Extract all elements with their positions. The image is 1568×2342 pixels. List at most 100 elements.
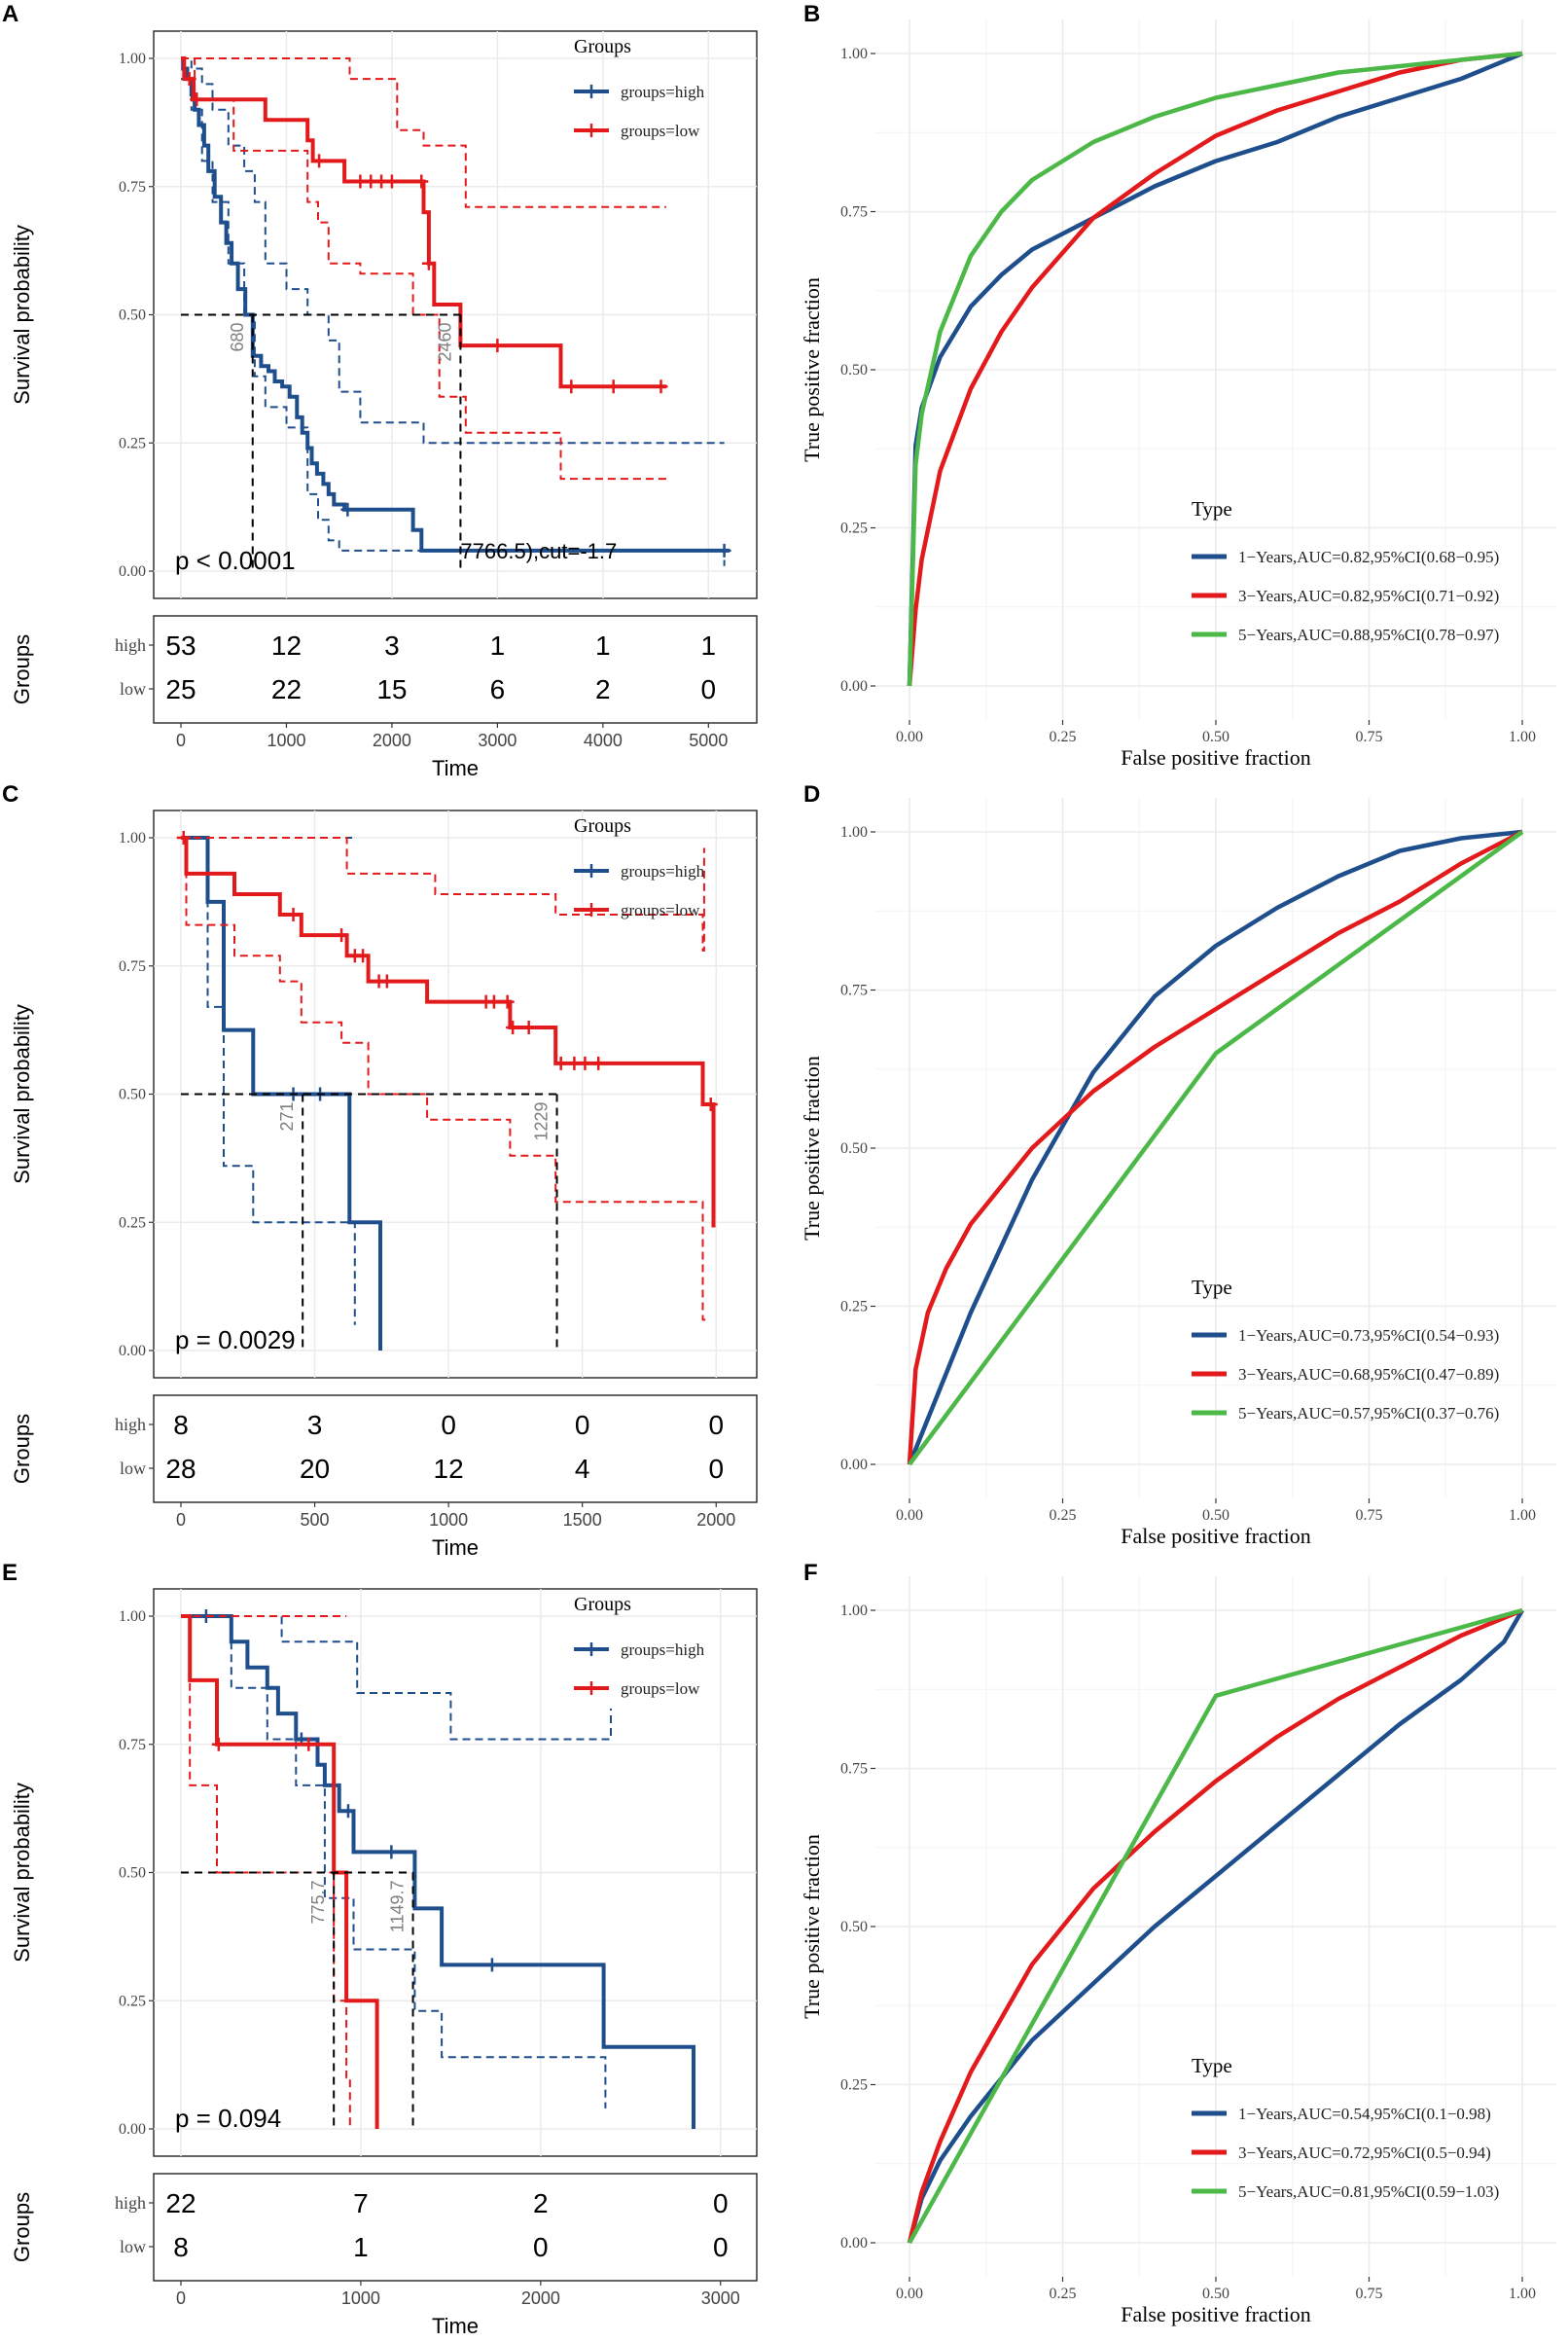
censor-mark <box>302 1737 316 1751</box>
censor-mark <box>606 379 621 394</box>
roc-panel-D: 0.00 0.25 0.50 0.75 1.00 0.00 0.25 0.50 0.75 1.00… <box>800 798 1556 1548</box>
risk-count: 20 <box>300 1454 330 1484</box>
y-tick-label: 0.50 <box>119 1087 146 1103</box>
legend-title: Type <box>1192 497 1232 521</box>
x-tick-label: 1.00 <box>1509 1507 1536 1524</box>
x-tick-label: 500 <box>301 1510 330 1530</box>
roc-curve-high <box>907 829 1523 1465</box>
x-tick-label: 0.00 <box>896 729 923 745</box>
x-tick-label: 0 <box>176 731 186 750</box>
risk-table-frame <box>153 615 758 724</box>
x-tick-label: 0.75 <box>1356 1507 1383 1524</box>
x-tick-label: 5000 <box>689 731 728 750</box>
ci-lower-line <box>181 57 666 481</box>
y-tick-label: 0.75 <box>119 958 146 975</box>
legend-key-cross <box>585 903 598 917</box>
risk-count: 8 <box>173 2232 189 2262</box>
risk-count: 8 <box>173 1410 189 1440</box>
y-tick-label: 0.00 <box>119 563 146 580</box>
km-panel-C: 0.00 0.25 0.50 0.75 1.00 Survival probability… <box>10 810 758 1560</box>
y-tick-label: 1.00 <box>119 51 146 67</box>
y-tick-label: 0.50 <box>119 307 146 324</box>
roc-curve-low <box>907 1607 1523 2244</box>
legend-title: Groups <box>574 1594 631 1615</box>
y-tick-label: 1.00 <box>840 46 868 62</box>
censor-mark <box>379 974 394 989</box>
x-tick-label: 1.00 <box>1509 729 1536 745</box>
x-tick-label: 0.00 <box>896 1507 923 1524</box>
roc-panel-F: 0.00 0.25 0.50 0.75 1.00 0.00 0.25 0.50 0.75 1.00… <box>800 1576 1556 2326</box>
risk-count: 15 <box>376 674 407 704</box>
y-tick-label: 0.75 <box>119 1737 146 1753</box>
x-tick-label: 0.75 <box>1356 729 1383 745</box>
y-tick-label: 0.00 <box>119 2121 146 2138</box>
risk-count: 0 <box>575 1410 590 1440</box>
x-tick-label: 1000 <box>429 1510 468 1530</box>
risk-count: 1 <box>701 631 717 661</box>
km-panel-A: 0.00 0.25 0.50 0.75 1.00 Survival probability… <box>10 30 758 780</box>
roc-curve-green <box>907 51 1523 687</box>
y-tick-label: 0.00 <box>840 678 868 695</box>
y-axis-label: True positive fraction <box>800 1834 824 2019</box>
median-label: 271 <box>277 1102 297 1132</box>
survival-curve <box>181 56 730 553</box>
panel-letter: C <box>2 781 18 808</box>
y-tick-label: 1.00 <box>840 824 868 841</box>
risk-count: 4 <box>575 1454 590 1484</box>
km-panel-E: 0.00 0.25 0.50 0.75 1.00 Survival probability… <box>10 1588 758 2338</box>
censor-mark <box>384 1845 399 1859</box>
x-tick-label: 3000 <box>478 731 517 750</box>
p-value: p = 0.0029 <box>175 1325 296 1354</box>
risk-table-frame <box>153 2173 758 2282</box>
legend-title: Type <box>1192 1276 1232 1299</box>
legend-item: groups=high <box>621 1640 705 1659</box>
x-tick-label: 2000 <box>521 2288 560 2308</box>
median-label: 1149.7 <box>388 1881 408 1933</box>
panel-letter: A <box>2 1 18 27</box>
censor-mark <box>484 1958 499 1972</box>
censor-mark <box>500 994 515 1009</box>
median-label: 2460 <box>435 323 454 362</box>
x-axis-label: Time <box>432 1535 479 1560</box>
x-tick-label: 0.00 <box>896 2286 923 2302</box>
y-tick-label: 0.00 <box>840 2235 868 2252</box>
y-tick-label: 0.25 <box>119 435 146 451</box>
legend-item: 1−Years,AUC=0.73,95%CI(0.54−0.93) <box>1238 1326 1499 1345</box>
x-tick-label: 2000 <box>373 731 411 750</box>
survival-curve <box>181 1614 695 2129</box>
y-tick-label: 0.00 <box>840 1457 868 1473</box>
risk-count: 0 <box>708 1410 724 1440</box>
censor-mark <box>521 1020 536 1034</box>
row-label: high <box>115 2193 146 2213</box>
p-value: p = 0.094 <box>175 2104 281 2133</box>
risk-count: 28 <box>165 1454 196 1484</box>
panel-letter: B <box>803 1 820 27</box>
risk-count: 22 <box>271 674 302 704</box>
legend-key-cross <box>585 1681 598 1695</box>
legend-key-cross <box>585 85 598 98</box>
censor-mark <box>182 72 196 87</box>
censor-mark <box>286 908 301 922</box>
y-tick-label: 1.00 <box>840 1603 868 1619</box>
y-axis-label: Survival probability <box>10 225 34 405</box>
risk-table: high 22 7 2 0 low 8 1 0 0 Groups 0 1000 2000 3000 Time <box>10 2173 758 2338</box>
risk-count: 12 <box>434 1454 464 1484</box>
x-axis-label: False positive fraction <box>1121 1524 1311 1548</box>
p-value: p < 0.0001 <box>175 546 296 575</box>
censor-mark <box>384 174 399 189</box>
y-tick-label: 1.00 <box>119 1608 146 1625</box>
ci-lower-line <box>181 78 726 566</box>
ci-lower-line <box>181 1615 351 2129</box>
roc-curve-high <box>907 1608 1524 2244</box>
risk-table-title: Groups <box>10 2192 34 2262</box>
x-tick-label: 1000 <box>267 731 305 750</box>
survival-curve <box>181 1614 379 2129</box>
censor-mark <box>312 154 327 168</box>
censor-mark <box>553 1056 568 1070</box>
risk-count: 0 <box>708 1454 724 1484</box>
censor-mark <box>506 1020 520 1034</box>
censor-mark <box>578 1056 592 1070</box>
y-tick-label: 0.25 <box>119 1214 146 1231</box>
x-tick-label: 0.50 <box>1202 2286 1229 2302</box>
censor-mark <box>190 92 204 107</box>
